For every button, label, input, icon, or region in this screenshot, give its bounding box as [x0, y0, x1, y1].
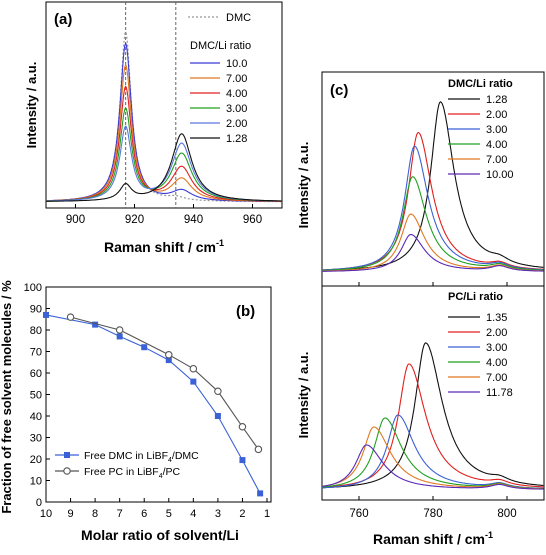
panel-b-point-pc-6 [254, 445, 263, 454]
panel-a-xtick-label-0: 900 [66, 214, 85, 226]
panel-c-xtick-label-1: 780 [423, 508, 442, 520]
panel-a-legend-title: DMC/Li ratio [190, 40, 251, 52]
panel-b-point-dmc-0 [43, 311, 49, 318]
panel-b-point-pc-4 [214, 387, 222, 396]
panel-a-legend-label-4: 2.00 [226, 118, 247, 130]
panel-b-ytick-label-0: 0 [36, 497, 42, 509]
panel-c-top-y-axis-label: Intensity / a.u. [296, 142, 311, 229]
panel-b-ytick-label-6: 60 [30, 368, 42, 380]
panel-a-x-axis-label: Raman shift / cm-1 [104, 238, 224, 255]
panel-b-ytick-label-10: 100 [24, 282, 42, 294]
panel-b-point-dmc-2 [116, 333, 123, 340]
panel-b-ytick-label-3: 30 [30, 433, 42, 445]
panel-c-bottom-series-5 [321, 444, 544, 490]
panel-c-bottom-legend-title: PC/Li ratio [448, 291, 503, 303]
panel-b-ytick-label-5: 50 [30, 390, 42, 402]
panel-c-bottom-series-0 [322, 342, 544, 489]
panel-a-label: (a) [54, 11, 72, 28]
panel-c-xtick-label-0: 760 [349, 508, 368, 520]
panel-b-point-dmc-8 [257, 490, 264, 497]
panel-b-ytick-label-8: 80 [30, 325, 42, 337]
panel-b-xtick-label-6: 4 [190, 508, 196, 520]
legend-pc-marker [63, 467, 71, 475]
panel-b-xtick-label-3: 7 [117, 508, 123, 520]
panel-a-legend-label-1: 7.00 [226, 73, 247, 85]
panel-c-top-legend-label-4: 7.00 [486, 154, 507, 166]
panel-c-bottom-legend-label-2: 3.00 [486, 342, 507, 354]
panel-c-top-legend-label-0: 1.28 [486, 94, 507, 106]
panel-b-point-dmc-7 [239, 457, 246, 464]
panel-c-bottom-series-4 [321, 426, 544, 490]
panel-c-top-series-3 [322, 176, 544, 271]
panel-c-top-legend-label-2: 3.00 [486, 124, 507, 136]
panel-c-bottom-legend-label-1: 2.00 [486, 327, 507, 339]
panel-c-bottom-series-3 [321, 417, 544, 490]
panel-a-frame [45, 1, 283, 209]
panel-a-legend-label-3: 3.00 [226, 103, 247, 115]
panel-a-legend-label-2: 4.00 [226, 88, 247, 100]
panel-c-bottom-legend-label-4: 7.00 [486, 372, 507, 384]
panel-b-series-line-1 [70, 316, 259, 450]
panel-c-top-series-0 [322, 101, 544, 271]
panel-b-xtick-label-1: 9 [67, 508, 73, 520]
panel-c-xtick-label-2: 800 [497, 508, 516, 520]
panel-c-bottom-series-2 [321, 414, 544, 489]
panel-b-xtick-label-4: 6 [141, 508, 147, 520]
legend-pc-label: Free PC in LiBF4/PC [84, 466, 181, 480]
panel-b-label: (b) [236, 303, 255, 320]
panel-c-top-legend-label-1: 2.00 [486, 109, 507, 121]
panel-b-xtick-label-9: 1 [264, 508, 270, 520]
panel-c-top-legend-title: DMC/Li ratio [448, 78, 513, 90]
panel-c: (c) 760 780 800 DMC/Li ratio 1.28 2.00 3.00 4… [296, 71, 545, 547]
panel-a-xtick-label-3: 960 [243, 214, 262, 226]
panel-c-label: (c) [330, 82, 348, 99]
panel-b-xtick-label-0: 10 [40, 508, 52, 520]
panel-a-xtick-label-1: 920 [125, 214, 144, 226]
panel-a-legend: DMC DMC/Li ratio 10.0 7.00 4.00 3.00 2.00 1.2… [188, 12, 251, 145]
panel-b-ytick-label-2: 20 [30, 454, 42, 466]
panel-b-point-dmc-6 [214, 413, 221, 419]
panel-b-point-dmc-3 [141, 344, 148, 351]
panel-b-point-dmc-5 [190, 378, 197, 385]
panel-b-ytick-label-1: 10 [30, 476, 42, 488]
panel-b-legend: Free DMC in LiBF4/DMC Free PC in LiBF4/P… [55, 450, 199, 480]
panel-b-point-pc-3 [189, 364, 198, 373]
panel-b-xtick-label-5: 5 [166, 508, 172, 520]
panel-b-point-pc-5 [238, 422, 247, 431]
panel-b-xtick-label-8: 2 [239, 508, 245, 520]
panel-b-xtick-label-2: 8 [92, 508, 98, 520]
panel-a-series-5 [46, 133, 282, 202]
panel-a-legend-label-5: 1.28 [226, 133, 247, 145]
panel-c-bottom-y-axis-label: Intensity / a.u. [296, 352, 311, 439]
panel-a-xtick-label-2: 940 [184, 214, 203, 226]
panel-c-x-axis-label: Raman shift / cm-1 [373, 530, 493, 547]
panel-b-x-axis-label: Molar ratio of solvent/Li [81, 527, 239, 543]
panel-c-top-legend-label-5: 10.00 [486, 169, 514, 181]
legend-dmc-marker [64, 452, 70, 458]
panel-b-point-pc-2 [165, 350, 173, 359]
panel-a-y-axis-label: Intensity / a.u. [24, 62, 39, 149]
panel-b-xtick-label-7: 3 [215, 508, 221, 520]
panel-b-point-pc-1 [115, 326, 124, 334]
legend-ref-label: DMC [226, 12, 251, 24]
panel-b-point-pc-0 [66, 313, 75, 321]
panel-c-top-series-2 [321, 145, 544, 271]
panel-a-legend-label-0: 10.0 [226, 58, 247, 70]
panel-b-ytick-label-7: 70 [30, 347, 42, 359]
panel-c-bottom-legend-label-0: 1.35 [486, 312, 507, 324]
panel-c-bottom-legend-label-5: 11.78 [486, 387, 513, 399]
panel-b-ytick-label-9: 90 [30, 304, 42, 316]
panel-b-ytick-label-4: 40 [30, 411, 42, 423]
panel-b-point-dmc-4 [165, 357, 172, 364]
panel-b-y-axis-label: Fraction of free solvent molecules / % [0, 280, 14, 514]
panel-b-point-dmc-1 [92, 321, 99, 328]
panel-a: (a) 900 920 940 960 Raman shift / cm-1 Inte… [24, 1, 283, 255]
panel-c-top-series-5 [322, 233, 544, 272]
legend-dmc-label: Free DMC in LiBF4/DMC [84, 450, 199, 464]
panel-c-top-series-4 [322, 213, 544, 272]
panel-c-bottom-legend-label-3: 4.00 [486, 357, 507, 369]
panel-c-top-legend-label-3: 4.00 [486, 139, 507, 151]
